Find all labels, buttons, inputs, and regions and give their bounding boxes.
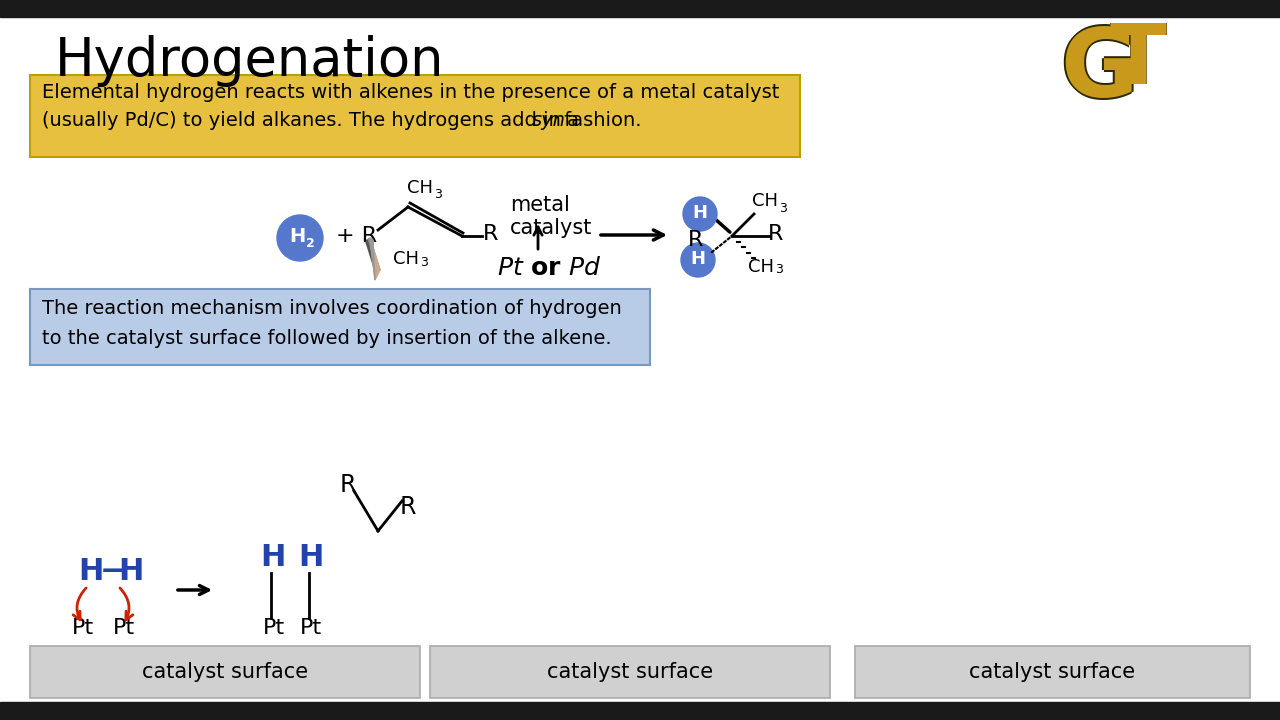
Text: R: R	[768, 224, 783, 244]
Polygon shape	[366, 240, 378, 274]
Text: Hydrogenation: Hydrogenation	[55, 35, 444, 87]
Text: The reaction mechanism involves coordination of hydrogen: The reaction mechanism involves coordina…	[42, 299, 622, 318]
Text: catalyst: catalyst	[509, 218, 593, 238]
Text: Pt: Pt	[300, 618, 323, 638]
Text: Elemental hydrogen reacts with alkenes in the presence of a metal catalyst: Elemental hydrogen reacts with alkenes i…	[42, 83, 780, 102]
Text: T: T	[1110, 20, 1167, 101]
Text: CH: CH	[748, 258, 774, 276]
Text: R: R	[340, 473, 357, 497]
Polygon shape	[370, 238, 380, 280]
Text: Pt: Pt	[113, 618, 136, 638]
Circle shape	[681, 243, 716, 277]
Text: CH: CH	[393, 250, 419, 268]
Text: Pt: Pt	[262, 618, 285, 638]
Text: CH: CH	[407, 179, 433, 197]
Text: T: T	[1110, 20, 1167, 101]
Text: G: G	[1059, 25, 1135, 117]
Text: G: G	[1060, 25, 1138, 117]
Text: −: −	[100, 557, 125, 587]
Text: G: G	[1060, 23, 1138, 115]
Text: H: H	[118, 557, 143, 587]
Text: T: T	[1110, 20, 1167, 101]
FancyBboxPatch shape	[29, 75, 800, 157]
Text: H: H	[298, 544, 324, 572]
FancyBboxPatch shape	[855, 646, 1251, 698]
Text: 3: 3	[780, 202, 787, 215]
Text: 3: 3	[420, 256, 428, 269]
Text: + R: + R	[335, 226, 378, 246]
Text: G: G	[1062, 25, 1139, 117]
Text: metal: metal	[509, 195, 570, 215]
Text: 2: 2	[306, 236, 315, 250]
Text: H: H	[78, 557, 104, 587]
Text: R: R	[483, 224, 498, 244]
Text: catalyst surface: catalyst surface	[547, 662, 713, 682]
Circle shape	[684, 197, 717, 231]
Text: fashion.: fashion.	[558, 111, 641, 130]
Text: CH: CH	[751, 192, 778, 210]
Text: Pt: Pt	[72, 618, 95, 638]
FancyBboxPatch shape	[430, 646, 829, 698]
Polygon shape	[370, 238, 375, 280]
Bar	[0, 702, 1280, 720]
FancyBboxPatch shape	[29, 289, 650, 365]
Circle shape	[276, 215, 323, 261]
Bar	[0, 0, 1280, 17]
Text: $\it{Pt}$ or $\it{Pd}$: $\it{Pt}$ or $\it{Pd}$	[497, 256, 602, 280]
Text: G: G	[1060, 27, 1138, 119]
Text: H: H	[260, 544, 285, 572]
FancyBboxPatch shape	[29, 646, 420, 698]
Text: (usually Pd/C) to yield alkanes. The hydrogens add in a: (usually Pd/C) to yield alkanes. The hyd…	[42, 111, 585, 130]
FancyArrowPatch shape	[73, 588, 86, 620]
Text: 3: 3	[434, 187, 442, 200]
Text: T: T	[1110, 20, 1167, 101]
Text: H: H	[692, 204, 708, 222]
Text: R: R	[399, 495, 416, 519]
FancyArrowPatch shape	[120, 588, 133, 620]
Text: H: H	[289, 227, 305, 246]
Text: catalyst surface: catalyst surface	[142, 662, 308, 682]
Text: catalyst surface: catalyst surface	[969, 662, 1135, 682]
Text: H: H	[690, 250, 705, 268]
Text: T: T	[1110, 20, 1167, 101]
Text: syn: syn	[532, 111, 566, 130]
Text: 3: 3	[774, 263, 783, 276]
Text: to the catalyst surface followed by insertion of the alkene.: to the catalyst surface followed by inse…	[42, 329, 612, 348]
Text: R: R	[689, 230, 704, 250]
Polygon shape	[367, 238, 380, 272]
